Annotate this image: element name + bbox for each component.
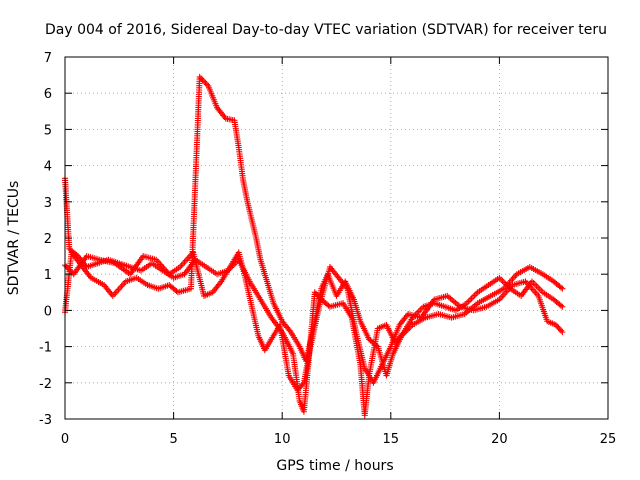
x-tick-label: 15 — [383, 432, 400, 447]
x-tick-label: 0 — [61, 432, 69, 447]
data-point — [295, 385, 302, 392]
series-track-c — [62, 249, 566, 394]
y-tick-label: 4 — [44, 160, 52, 175]
x-axis-title: GPS time / hours — [276, 458, 393, 474]
x-tick-label: 20 — [491, 432, 508, 447]
chart-title: Day 004 of 2016, Sidereal Day-to-day VTE… — [45, 22, 607, 38]
data-point — [557, 284, 564, 291]
data-point — [555, 324, 562, 331]
data-point — [373, 342, 380, 349]
x-tick-label: 10 — [274, 432, 291, 447]
y-tick-label: 0 — [44, 304, 52, 319]
y-tick-label: 7 — [44, 51, 52, 66]
y-tick-label: 1 — [44, 268, 52, 283]
data-point — [298, 382, 305, 389]
data-point — [297, 384, 304, 391]
data-point — [294, 387, 301, 394]
y-tick-label: -3 — [39, 413, 52, 428]
data-point — [558, 327, 565, 334]
data-point — [554, 323, 561, 330]
y-tick-label: -1 — [39, 341, 52, 356]
tick-layer: 0 5 10 15 20 25 -3 -2 -1 0 1 2 3 4 5 6 7 — [39, 51, 616, 447]
y-tick-label: 5 — [44, 123, 52, 138]
data-layer — [62, 73, 566, 419]
y-tick-label: -2 — [39, 377, 52, 392]
data-point — [299, 381, 306, 388]
data-point — [556, 326, 563, 333]
data-point — [559, 329, 566, 336]
y-axis-title: SDTVAR / TECUs — [6, 181, 22, 296]
data-point — [559, 303, 566, 310]
data-point — [559, 285, 566, 292]
x-tick-label: 25 — [600, 432, 617, 447]
y-tick-label: 6 — [44, 87, 52, 102]
data-point — [557, 302, 564, 309]
x-tick-label: 5 — [169, 432, 177, 447]
data-point — [173, 288, 180, 295]
data-point — [325, 302, 332, 309]
data-point — [313, 290, 320, 297]
data-point — [552, 321, 559, 328]
y-tick-label: 2 — [44, 232, 52, 247]
data-point — [311, 289, 318, 296]
y-tick-label: 3 — [44, 196, 52, 211]
